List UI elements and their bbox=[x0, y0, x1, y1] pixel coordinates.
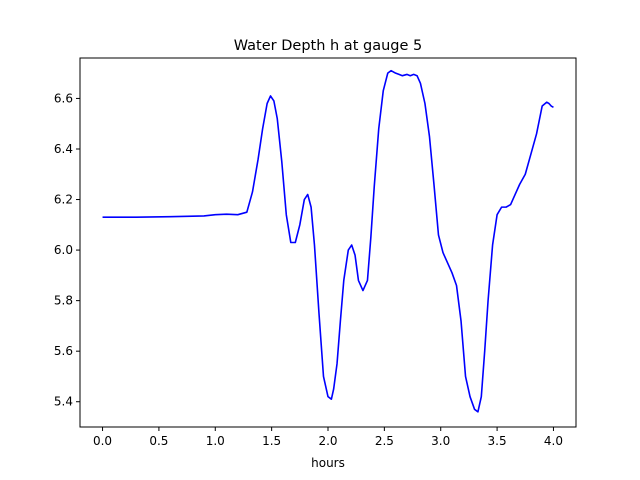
x-tick-label: 1.0 bbox=[206, 434, 225, 448]
plot-frame bbox=[79, 57, 577, 428]
x-tick-label: 0.5 bbox=[149, 434, 168, 448]
y-tick-label: 6.4 bbox=[54, 142, 73, 156]
y-tick-label: 5.6 bbox=[54, 344, 73, 358]
x-tick-label: 2.5 bbox=[375, 434, 394, 448]
y-tick-label: 6.2 bbox=[54, 193, 73, 207]
y-tick-label: 5.8 bbox=[54, 294, 73, 308]
x-tick-label: 0.0 bbox=[93, 434, 112, 448]
x-tick-label: 3.5 bbox=[488, 434, 507, 448]
plot-area bbox=[80, 58, 576, 427]
y-axis-ticks: 5.4 5.6 5.8 6.0 6.2 6.4 6.6 bbox=[54, 91, 80, 409]
x-tick-label: 4.0 bbox=[544, 434, 563, 448]
x-tick-label: 1.5 bbox=[262, 434, 281, 448]
chart-title: Water Depth h at gauge 5 bbox=[234, 38, 422, 54]
y-tick-label: 6.0 bbox=[54, 243, 73, 257]
x-axis-ticks: 0.0 0.5 1.0 1.5 2.0 2.5 3.0 3.5 4.0 bbox=[93, 427, 563, 448]
y-tick-label: 6.6 bbox=[54, 91, 73, 105]
series-layer bbox=[102, 69, 554, 413]
y-tick-label: 5.4 bbox=[54, 395, 73, 409]
x-axis-label: hours bbox=[311, 456, 345, 470]
x-tick-label: 3.0 bbox=[431, 434, 450, 448]
x-tick-label: 2.0 bbox=[318, 434, 337, 448]
series-line-0 bbox=[102, 69, 554, 413]
